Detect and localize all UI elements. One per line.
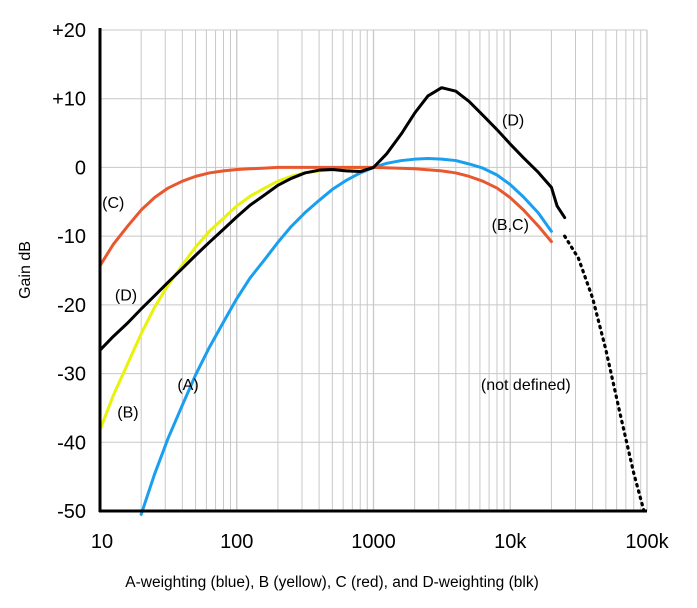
annotation-d-right: (D) (502, 112, 524, 129)
x-tick-label: 10 (91, 531, 113, 553)
x-tick-label: 100 (220, 531, 253, 553)
series-line-c (98, 165, 553, 268)
x-tick-label: 1000 (351, 531, 396, 553)
y-tick-label: 0 (75, 157, 86, 179)
series-layer (98, 86, 646, 516)
x-tick-label: 100k (625, 531, 669, 553)
y-tick-label: +10 (52, 89, 86, 111)
annotation-b: (B) (117, 404, 138, 421)
axes (98, 28, 647, 513)
y-tick-label: -30 (57, 364, 86, 386)
y-axis-label: Gain dB (17, 241, 34, 299)
y-tick-label: -50 (57, 501, 86, 523)
annotations: (C) (D) (A) (B) (D) (B,C) (not defined) (102, 112, 571, 421)
annotation-d-left: (D) (115, 288, 137, 305)
annotation-c: (C) (102, 195, 124, 212)
annotation-a: (A) (177, 377, 198, 394)
y-tick-label: -20 (57, 295, 86, 317)
y-tick-label: -10 (57, 226, 86, 248)
annotation-not-defined: (not defined) (481, 377, 571, 394)
x-tick-label: 10k (494, 531, 527, 553)
y-tick-label: +20 (52, 20, 86, 42)
annotation-bc: (B,C) (492, 217, 529, 234)
y-tick-label: -40 (57, 432, 86, 454)
x-axis-label: A-weighting (blue), B (yellow), C (red),… (125, 574, 538, 591)
x-tick-labels: 10 100 1000 10k 100k (91, 531, 670, 553)
series-line-a (139, 157, 553, 516)
series-line-d (98, 86, 567, 352)
y-tick-labels: +20 +10 0 -10 -20 -30 -40 -50 (52, 20, 86, 523)
series-line-d-undefined (563, 234, 646, 513)
